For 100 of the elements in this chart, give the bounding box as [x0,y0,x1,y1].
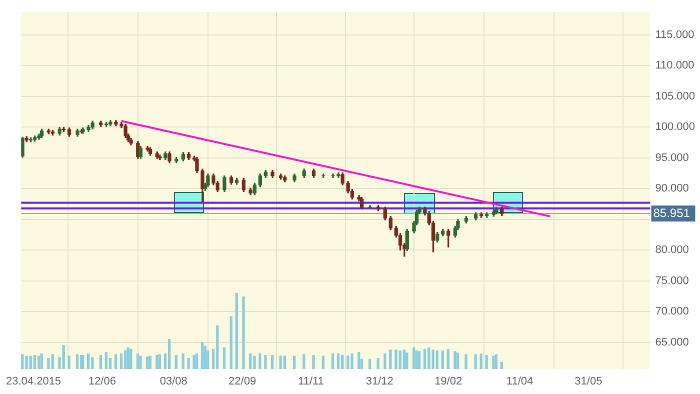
y-tick-label: 70.000 [655,306,689,318]
bar [446,348,450,369]
bar [230,316,233,369]
y-tick-label: 75.000 [655,274,689,287]
x-tick-label: 12/06 [88,375,116,388]
bar [216,325,219,369]
bar [120,353,123,369]
x-tick-label: 22/09 [228,375,256,388]
bar [418,350,421,369]
bar [436,350,439,369]
bar [29,356,32,369]
bar [34,354,36,369]
bar [130,348,132,369]
bar [464,354,468,369]
bar [293,356,296,369]
bar [206,350,210,369]
bar [384,353,386,369]
bar [337,353,340,369]
y-tick-label: 110.000 [655,60,694,72]
bar [406,352,408,369]
bar [312,354,316,369]
ref-line-label: 85.951 [653,206,690,220]
y-tick-label: 100.000 [655,121,696,134]
x-tick-label: 11/11 [298,375,324,388]
bar [91,357,94,369]
bar [68,356,71,369]
bar [424,348,426,369]
bar [480,353,483,369]
bar [279,356,282,369]
bar [302,354,306,369]
bar [114,354,118,369]
bar [271,354,274,369]
bar [192,354,196,369]
y-tick-label: 65.000 [655,336,689,348]
bar [136,353,140,369]
bar [389,349,392,369]
bar [346,356,350,369]
bar [146,356,149,369]
x-tick-label: 31/05 [574,375,602,388]
bar [249,353,252,369]
bar [485,354,488,369]
bar [40,353,44,369]
bar [474,354,478,369]
bar [350,353,354,369]
bar [104,352,108,369]
bar [201,342,204,369]
bar [182,353,185,369]
bar [456,352,460,369]
bar [402,349,406,369]
bar [139,356,142,369]
bar [358,352,360,369]
bar [38,356,40,369]
bar [454,350,456,369]
x-tick-label: 19/02 [434,375,462,388]
bar [341,354,344,369]
bar [148,356,152,369]
bar [398,350,402,369]
bar [412,347,416,369]
bar [428,347,430,369]
bar [187,358,190,369]
bar [332,353,334,369]
y-tick-label: 105.000 [655,90,696,102]
bar [204,346,207,369]
bar [242,296,245,369]
bar [158,354,162,369]
bar [235,292,238,369]
bar [432,349,434,369]
bar [394,349,398,369]
bar [500,362,504,369]
bar [47,358,50,369]
bar [51,354,54,369]
bar [253,356,256,369]
x-tick-label: 23.04.2015 [6,375,62,388]
bar [322,356,325,369]
bar [124,350,127,369]
y-tick-label: 115.000 [655,28,694,41]
bar [175,354,178,369]
bar [258,353,262,369]
bar [264,354,267,369]
bar [99,354,102,369]
bar [87,353,90,369]
x-tick-label: 11/04 [506,375,534,388]
y-tick-label: 95.000 [655,152,689,164]
bar [156,354,158,369]
x-tick-label: 31/12 [366,375,394,388]
bar [126,347,130,369]
bar [76,354,79,369]
bar [21,354,24,369]
x-tick-label: 03/08 [160,375,188,388]
y-tick-label: 90.000 [655,182,689,195]
bar [415,350,418,369]
bar [441,350,444,369]
bar [495,354,498,369]
bar [196,353,198,369]
y-tick-label: 80.000 [655,244,689,256]
bar [25,356,28,369]
bar [223,347,226,369]
bar [376,358,380,369]
bar [368,358,372,369]
bar [62,344,66,369]
